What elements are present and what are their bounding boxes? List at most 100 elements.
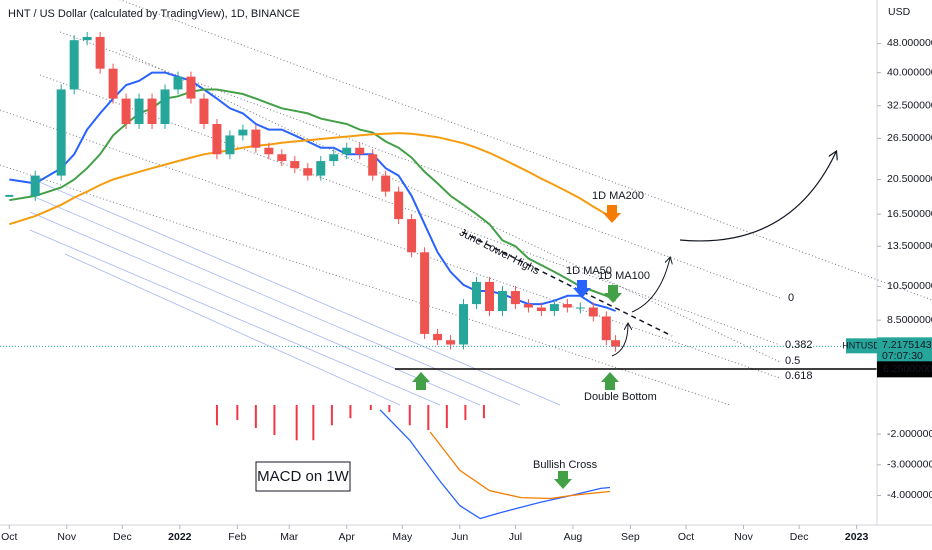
candle [549, 304, 559, 312]
candle [497, 291, 507, 312]
x-tick-label: Oct [678, 531, 694, 543]
candle [459, 304, 469, 345]
candle [212, 124, 222, 155]
channel-lines [0, 0, 932, 406]
candle [588, 307, 598, 317]
y-tick-label: 26.5000000 [887, 132, 932, 144]
candle [484, 281, 494, 312]
histogram-bar [369, 405, 372, 410]
line [429, 431, 611, 500]
x-tick-label: Dec [113, 531, 132, 543]
candle [69, 40, 79, 90]
level-tag [877, 361, 932, 378]
x-tick-label: Mar [280, 531, 299, 543]
x-tick-label: Nov [57, 531, 76, 543]
candle [225, 135, 235, 155]
x-tick-label: Feb [228, 531, 246, 543]
candle [290, 161, 300, 169]
currency-label: USD [888, 6, 911, 18]
histogram-bar [482, 405, 485, 419]
candle [108, 68, 118, 99]
ma-label: 1D MA50 [566, 265, 612, 277]
fib-label: 0.382 [785, 339, 813, 351]
candle [355, 147, 365, 155]
candle [30, 175, 40, 196]
fib-label: 0.618 [785, 370, 813, 382]
x-tick-label: Dec [790, 531, 809, 543]
candle [316, 161, 326, 176]
x-tick-label: May [392, 531, 413, 543]
y-tick-label: 13.5000000 [887, 240, 932, 252]
candle [342, 147, 352, 155]
candle [562, 304, 572, 308]
lower-highs-line [461, 231, 673, 337]
histogram-bar [445, 405, 448, 428]
candle [611, 340, 621, 347]
candle [381, 175, 391, 192]
histogram-bar [330, 405, 333, 426]
candle [147, 98, 157, 125]
candle [433, 333, 443, 341]
candle [303, 168, 313, 176]
y-tick-label: 20.5000000 [887, 173, 932, 185]
candle [173, 76, 183, 90]
candle [536, 307, 546, 312]
histogram-bar [295, 405, 298, 441]
candle [251, 129, 261, 148]
candle [277, 154, 287, 162]
candle [329, 154, 339, 162]
symbol-tag-label: HNTUSD [842, 341, 880, 351]
candle [82, 36, 92, 41]
annotation: MACD on 1W [257, 468, 350, 485]
candle [510, 291, 520, 305]
candle [264, 147, 274, 155]
histogram-bar [464, 405, 467, 421]
fib-fan-lines [29, 177, 561, 406]
price-tag [877, 337, 932, 364]
x-tick-label: 2023 [845, 531, 869, 543]
x-tick-label: Apr [339, 531, 356, 543]
histogram-bar [408, 405, 411, 426]
candle [407, 219, 417, 253]
candle [601, 316, 611, 341]
overlay: 48.0000000 40.0000000 32.5000000 26.5000000… [1, 37, 932, 543]
y-tick-label: 8.5000000 [887, 314, 932, 326]
histogram-bar [236, 405, 239, 421]
candle [160, 89, 170, 125]
y-tick-label: -2.0000000 [887, 428, 932, 440]
candle [368, 154, 378, 176]
histogram-bar [254, 405, 257, 428]
histogram-bar [273, 405, 276, 436]
candle [199, 98, 209, 125]
y-tick-label: 48.0000000 [887, 37, 932, 49]
histogram-bar [349, 405, 352, 419]
y-tick-label: -4.0000000 [887, 489, 932, 501]
y-tick-label: 16.5000000 [887, 208, 932, 220]
line [379, 409, 611, 520]
candle [134, 98, 144, 125]
histogram-bar [388, 405, 391, 413]
y-tick-label: 40.0000000 [887, 66, 932, 78]
level-tag-label: 6.2500000 [883, 363, 932, 375]
candle [121, 98, 131, 125]
y-tick-label: 10.5000000 [887, 280, 932, 292]
x-tick-label: Sep [621, 531, 640, 543]
macd-label-box [255, 461, 351, 492]
candle [95, 36, 105, 69]
x-tick-label: Jun [451, 531, 468, 543]
x-tick-label: 2022 [168, 531, 192, 543]
line [9, 88, 617, 302]
y-tick-label: 32.5000000 [887, 100, 932, 112]
marks [0, 31, 877, 520]
candle [472, 281, 482, 305]
fib-label: 0.5 [785, 355, 800, 367]
price-tag-label: 7.2175143 [882, 339, 932, 351]
histogram-bar [312, 405, 315, 441]
annotation: Bullish Cross [533, 459, 598, 471]
candle [575, 307, 585, 309]
candle [523, 304, 533, 308]
fib-label: 0 [788, 292, 794, 304]
candle [394, 191, 404, 220]
